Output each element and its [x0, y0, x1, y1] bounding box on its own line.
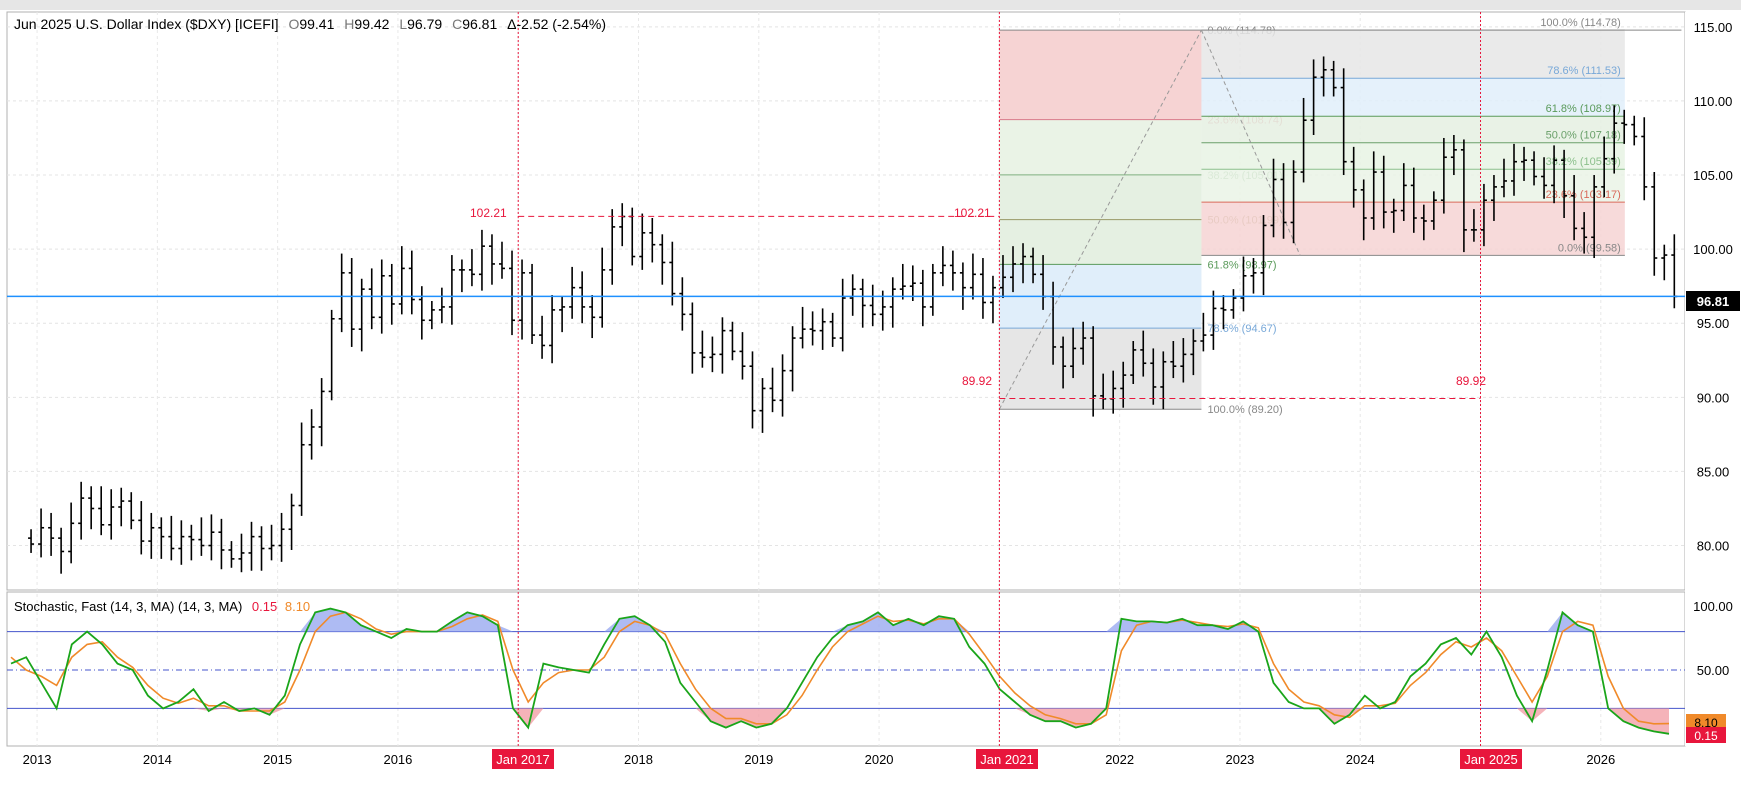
stochastic-lines: [7, 607, 1685, 735]
date-highlight-jan-2021: Jan 2021: [976, 749, 1038, 769]
last-price-tag-text: 96.81: [1697, 294, 1730, 309]
time-axis-tick: 2023: [1225, 752, 1254, 767]
date-highlight-jan-2017: Jan 2017: [492, 749, 554, 769]
stoch-oversold-fill: [193, 708, 1669, 734]
fib-zone-left: [999, 174, 1202, 220]
header-low-label: L: [399, 16, 407, 32]
header-symbol: Jun 2025 U.S. Dollar Index ($DXY) [ICEFI…: [14, 16, 279, 32]
header-high: 99.42: [354, 16, 389, 32]
time-axis-tick: 2024: [1346, 752, 1375, 767]
fib-zone-left: [999, 328, 1202, 410]
fib-zone-right: [1201, 116, 1625, 143]
fib-label-right: 78.6% (111.53): [1547, 65, 1621, 77]
fib-zone-left: [999, 119, 1202, 175]
price-axis-tick: 115.00: [1694, 20, 1733, 35]
fib-zone-right: [1201, 30, 1625, 79]
fib-label-right: 23.6% (103.17): [1546, 189, 1621, 201]
price-axis-tick: 90.00: [1697, 390, 1730, 405]
header-low: 96.79: [407, 16, 442, 32]
svg-text:Jun 2025 U.S. Dollar Index ($: Jun 2025 U.S. Dollar Index ($DXY) [ICEFI…: [14, 16, 606, 32]
time-axis-tick: 2026: [1586, 752, 1615, 767]
level-102-right: 102.21: [954, 206, 991, 220]
price-axis-tick: 85.00: [1697, 464, 1730, 479]
header-close: 96.81: [462, 16, 497, 32]
fib-label-right: 100.0% (114.78): [1540, 17, 1621, 29]
time-axis-tick: 2022: [1105, 752, 1134, 767]
time-axis-tick: 2015: [263, 752, 292, 767]
stochastic-d-value: 8.10: [285, 599, 310, 614]
price-axis-area: [1685, 12, 1741, 746]
date-highlight-label: Jan 2025: [1464, 752, 1518, 767]
date-highlight-label: Jan 2021: [980, 752, 1034, 767]
date-highlight-jan-2025: Jan 2025: [1460, 749, 1522, 769]
date-highlight-label: Jan 2017: [496, 752, 550, 767]
fib-zone-left: [999, 30, 1202, 120]
level-102-left: 102.21: [470, 206, 507, 220]
time-axis-tick: 2014: [143, 752, 172, 767]
price-axis-tick: 105.00: [1693, 168, 1733, 183]
time-axis-tick: 2018: [624, 752, 653, 767]
level-89-left: 89.92: [962, 374, 992, 388]
fib-label-left: 61.8% (98.97): [1207, 259, 1276, 271]
stoch-overbought-fill: [300, 608, 1593, 632]
fib-label-left: 100.0% (89.20): [1207, 404, 1282, 416]
stoch-k-line: [10, 607, 1670, 735]
stoch-d-tag: [1686, 714, 1726, 730]
price-axis-tick: 95.00: [1697, 316, 1730, 331]
header-high-label: H: [344, 16, 354, 32]
fib-zone-left: [999, 219, 1202, 265]
level-89-right: 89.92: [1456, 374, 1486, 388]
stoch-k-tag: [1686, 727, 1726, 743]
price-axis-tick: 100.00: [1693, 242, 1733, 257]
header-open: 99.41: [299, 16, 334, 32]
header-close-label: C: [452, 16, 462, 32]
top-bar: [0, 0, 1741, 10]
header-change: Δ-2.52 (-2.54%): [507, 16, 606, 32]
stoch-axis-tick: 50.00: [1697, 663, 1730, 678]
stoch-axis-tick: 100.00: [1693, 599, 1733, 614]
fib-label-right: 50.0% (107.18): [1546, 130, 1621, 142]
stoch-d-tag-text: 8.10: [1694, 716, 1718, 730]
time-axis-tick: 2019: [744, 752, 773, 767]
svg-text:Stochastic, Fast (14, 3, MA): Stochastic, Fast (14, 3, MA) (14, 3, MA)…: [14, 599, 310, 614]
fib-label-right: 61.8% (108.97): [1546, 103, 1621, 115]
stochastic-title: Stochastic, Fast (14, 3, MA) (14, 3, MA): [14, 599, 242, 614]
fib-trendline: [998, 29, 1202, 410]
stochastic-panel[interactable]: [6, 591, 1686, 747]
price-axis-tick: 80.00: [1697, 539, 1730, 554]
fib-label-right: 38.2% (105.39): [1546, 156, 1621, 168]
time-axis-tick: 2016: [383, 752, 412, 767]
header-open-label: O: [288, 16, 299, 32]
stoch-k-tag-text: 0.15: [1694, 729, 1718, 743]
time-axis-tick: 2020: [865, 752, 894, 767]
price-bars: [28, 56, 1678, 574]
last-price-tag: [1686, 291, 1740, 311]
fib-label-left: 78.6% (94.67): [1207, 323, 1276, 335]
fib-zone-right: [1201, 78, 1625, 117]
stochastic-k-value: 0.15: [252, 599, 277, 614]
price-axis-tick: 110.00: [1694, 94, 1733, 109]
fib-label-right: 0.0% (99.58): [1558, 242, 1621, 254]
time-axis-tick: 2013: [23, 752, 52, 767]
